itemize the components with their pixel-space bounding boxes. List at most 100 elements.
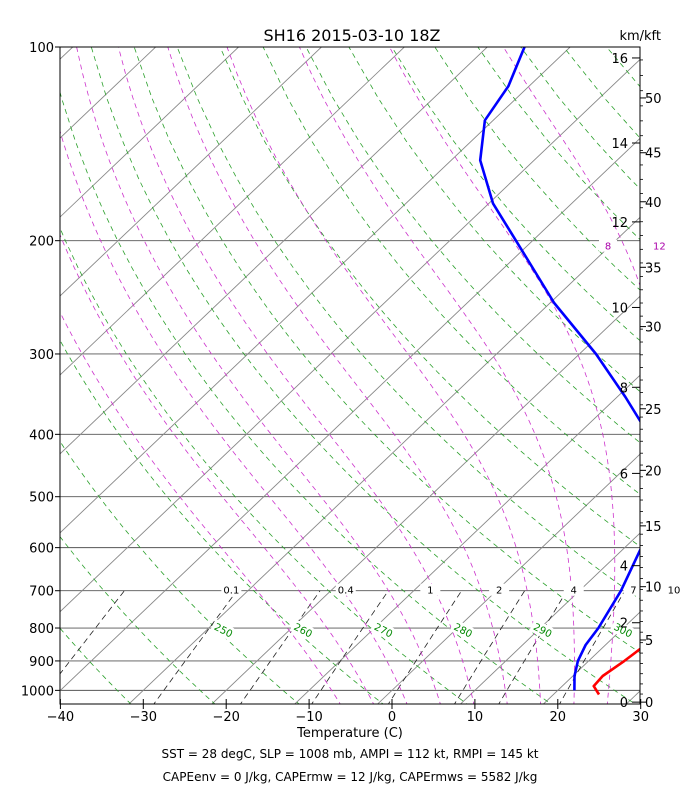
mixing-ratio-line bbox=[498, 590, 568, 704]
isotherm-line bbox=[294, 374, 640, 704]
km-tick-label: 16 bbox=[611, 52, 628, 67]
mixing-ratio-line bbox=[153, 590, 238, 704]
mixing-ratio-line bbox=[454, 590, 526, 704]
kft-tick-label: 25 bbox=[645, 403, 662, 418]
inplot-labels: 0.10.41247101681216202428322502602702802… bbox=[209, 239, 685, 642]
mixing-ratio-line bbox=[60, 590, 125, 675]
mixing-ratio-label-bg bbox=[563, 583, 584, 596]
mixing-ratio-label: 0.1 bbox=[223, 586, 239, 597]
kft-tick-label: 45 bbox=[645, 147, 662, 162]
moist-adiabat-line bbox=[167, 47, 508, 704]
pressure-axis-ticks: 100 200 300 400 500 600 700 800 900 1000 bbox=[21, 41, 60, 699]
grid-layer bbox=[60, 47, 640, 704]
x-tick-label: 10 bbox=[467, 710, 484, 725]
theta-label-bg bbox=[209, 619, 238, 642]
pressure-tick-label: 400 bbox=[29, 428, 54, 443]
mixing-ratio-label-bg bbox=[664, 583, 685, 596]
km-tick-label: 4 bbox=[620, 560, 628, 575]
kft-tick-label: 30 bbox=[645, 321, 662, 336]
mixing-ratio-line bbox=[311, 590, 389, 704]
plot-frame bbox=[59, 46, 641, 705]
pressure-tick-label: 900 bbox=[29, 655, 54, 670]
kft-tick-label: 15 bbox=[645, 520, 662, 535]
footer-line-2: CAPEenv = 0 J/kg, CAPErmw = 12 J/kg, CAP… bbox=[163, 770, 538, 784]
dry-adiabat-line bbox=[219, 47, 640, 547]
moist-adiabat-line bbox=[299, 47, 575, 704]
dry-adiabat-line bbox=[305, 47, 640, 444]
dry-adiabat-line bbox=[60, 227, 468, 704]
km-tick-label: 8 bbox=[620, 381, 628, 396]
theta-e-label: 8 bbox=[605, 242, 611, 253]
dry-adiabat-line bbox=[391, 47, 640, 342]
mixing-ratio-label-bg bbox=[335, 583, 356, 596]
mixing-ratio-line bbox=[240, 590, 321, 704]
x-axis-ticks: −40 −30 −20 −10 0 10 20 30 bbox=[47, 699, 649, 725]
isotherm-line bbox=[60, 58, 640, 613]
kft-tick-label: 0 bbox=[645, 696, 653, 711]
mixing-ratio-label: 4 bbox=[571, 586, 577, 597]
dry-adiabat-line bbox=[60, 627, 132, 704]
kft-tick-label: 20 bbox=[645, 464, 662, 479]
mixing-ratio-label-bg bbox=[623, 583, 644, 596]
temperature-profile-line bbox=[592, 647, 640, 696]
pressure-tick-label: 100 bbox=[29, 41, 54, 56]
mixing-ratio-label: 10 bbox=[668, 586, 681, 597]
kft-tick-label: 5 bbox=[645, 634, 653, 649]
pressure-tick-label: 600 bbox=[29, 542, 54, 557]
km-tick-label: 14 bbox=[611, 137, 628, 152]
pressure-tick-label: 300 bbox=[29, 348, 54, 363]
moist-adiabat-line bbox=[60, 233, 375, 704]
x-tick-label: −30 bbox=[130, 710, 157, 725]
theta-label-bg bbox=[449, 619, 477, 642]
pressure-tick-label: 500 bbox=[29, 491, 54, 506]
theta-e-label-bg bbox=[650, 239, 669, 252]
km-tick-label: 12 bbox=[611, 216, 628, 231]
x-tick-label: −20 bbox=[212, 710, 239, 725]
theta-label-bg bbox=[609, 619, 637, 642]
pressure-tick-label: 800 bbox=[29, 622, 54, 637]
dry-adiabat-line bbox=[60, 90, 552, 704]
mixing-ratio-label: 2 bbox=[496, 586, 502, 597]
x-tick-label: 0 bbox=[388, 710, 396, 725]
moist-adiabat-line bbox=[118, 47, 475, 704]
dry-adiabat-line bbox=[176, 47, 640, 600]
dry-adiabat-line bbox=[262, 47, 640, 495]
x-tick-label: −40 bbox=[47, 710, 74, 725]
dry-adiabat-line bbox=[60, 535, 216, 704]
x-tick-label: 30 bbox=[632, 710, 649, 725]
isotherm-line bbox=[459, 532, 640, 704]
x-axis-label: Temperature (C) bbox=[296, 726, 403, 741]
theta-e-label-bg bbox=[599, 239, 618, 252]
mixing-ratio-label-bg bbox=[489, 583, 510, 596]
mixing-ratio-label-bg bbox=[420, 583, 441, 596]
x-tick-label: 20 bbox=[550, 710, 567, 725]
isotherm-line bbox=[60, 47, 488, 455]
kft-tick-label: 50 bbox=[645, 92, 662, 107]
mixing-ratio-label: 7 bbox=[630, 586, 636, 597]
isotherm-line bbox=[128, 216, 640, 704]
mixing-ratio-label-bg bbox=[221, 583, 242, 596]
plot-area-background bbox=[60, 47, 640, 704]
dry-adiabat-line bbox=[60, 339, 384, 704]
km-tick-label: 0 bbox=[620, 696, 628, 711]
km-tick-label: 6 bbox=[620, 467, 628, 482]
dewpoint-profile-line bbox=[478, 47, 640, 691]
km-tick-label: 2 bbox=[620, 617, 628, 632]
kft-tick-label: 40 bbox=[645, 196, 662, 211]
kft-tick-label: 35 bbox=[645, 261, 662, 276]
footer-line-1: SST = 28 degC, SLP = 1008 mb, AMPI = 112… bbox=[161, 747, 538, 761]
pressure-tick-label: 1000 bbox=[21, 684, 54, 699]
right-axis-label: km/kft bbox=[619, 29, 661, 44]
chart-title: SH16 2015-03-10 18Z bbox=[263, 26, 440, 45]
moist-adiabat-line bbox=[60, 129, 408, 704]
isotherm-line bbox=[211, 295, 640, 704]
moist-adiabat-line bbox=[60, 311, 341, 704]
theta-label-bg bbox=[289, 619, 317, 642]
theta-label-bg bbox=[369, 619, 398, 642]
km-tick-label: 10 bbox=[611, 301, 628, 316]
mixing-ratio-label: 1 bbox=[427, 586, 433, 597]
moist-adiabat-line bbox=[76, 47, 441, 704]
pressure-tick-label: 200 bbox=[29, 235, 54, 250]
isotherm-line bbox=[60, 47, 323, 297]
